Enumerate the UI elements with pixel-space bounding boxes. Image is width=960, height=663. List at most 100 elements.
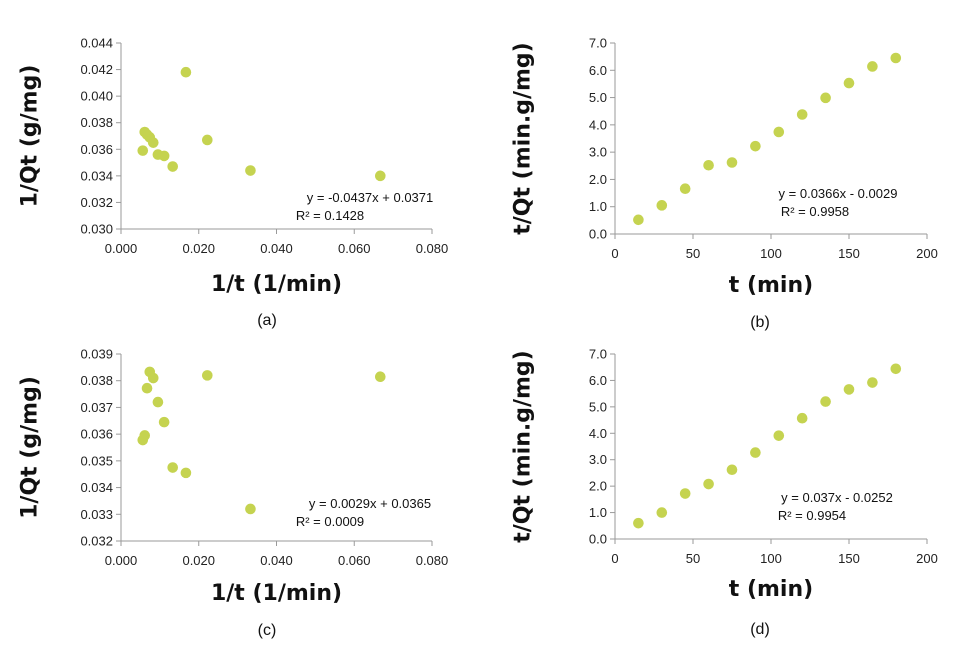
y-tick-label: 6.0 [589,63,607,78]
data-point [245,503,256,515]
y-tick-label: 5.0 [589,399,607,414]
x-tick-label: 150 [838,551,860,566]
x-tick-label: 0.060 [338,553,371,568]
x-tick-label: 0 [611,551,618,566]
data-point [144,366,156,378]
x-axis-title: 1/t (1/min) [211,272,342,297]
data-point [141,382,153,394]
data-point [158,416,170,428]
data-point [180,467,192,479]
data-point [656,507,668,518]
y-tick-label: 0.040 [80,89,113,104]
data-point [796,412,808,424]
y-tick-label: 4.0 [589,426,607,441]
trendline-equation: y = 0.037x - 0.0252 [781,490,893,505]
data-point [820,396,831,407]
panel-label: (a) [257,312,277,329]
data-point [890,363,902,375]
y-tick-label: 5.0 [589,90,607,105]
data-point [679,488,691,499]
r-squared-label: R² = 0.9958 [781,204,849,219]
data-point [679,183,691,195]
x-tick-label: 200 [916,246,938,261]
data-point [843,384,855,395]
data-point [773,126,785,138]
r-squared-label: R² = 0.9954 [778,508,846,523]
r-squared-label: R² = 0.1428 [296,208,364,223]
x-tick-label: 0.080 [416,553,449,568]
y-tick-label: 7.0 [589,36,607,51]
x-tick-label: 0.000 [105,553,138,568]
y-axis-title: t/Qt (min.g/mg) [511,350,536,542]
y-tick-label: 0.036 [80,427,113,442]
data-point [180,66,192,78]
data-point [167,462,179,473]
data-point [867,377,878,388]
data-point [137,145,149,156]
data-point [633,517,644,529]
y-axis-title: t/Qt (min.g/mg) [511,42,536,234]
x-tick-label: 200 [916,551,938,566]
panel-label: (b) [750,314,770,331]
y-tick-label: 0.037 [80,400,113,415]
x-tick-label: 0.080 [416,241,449,256]
data-point [703,478,714,490]
y-tick-label: 7.0 [589,347,607,362]
x-tick-label: 100 [760,551,782,566]
x-tick-label: 50 [686,551,700,566]
y-tick-label: 6.0 [589,373,607,388]
data-point [703,159,714,171]
y-tick-label: 0.032 [80,195,113,210]
y-tick-label: 0.0 [589,532,607,547]
x-axis-title: 1/t (1/min) [211,581,342,606]
chart-panel-a: 0.030 0.032 0.034 0.036 0.038 0.040 0.042 0.044… [18,36,449,330]
data-point [656,200,668,211]
y-tick-label: 0.044 [80,36,113,51]
data-point [890,52,902,64]
data-point [820,92,831,104]
x-tick-label: 50 [686,246,700,261]
y-tick-label: 0.034 [80,480,113,495]
trendline-equation: y = -0.0437x + 0.0371 [307,190,433,205]
data-point [726,157,738,168]
data-point [245,165,256,176]
x-tick-label: 0 [611,246,618,261]
data-point [374,170,386,182]
y-tick-label: 3.0 [589,145,607,160]
x-axis-title: t (min) [729,273,813,298]
trendline-equation: y = 0.0366x - 0.0029 [779,186,898,201]
trendline-equation: y = 0.0029x + 0.0365 [309,496,431,511]
y-tick-label: 2.0 [589,172,607,187]
r-squared-label: R² = 0.0009 [296,514,364,529]
data-point [202,134,213,146]
data-point [167,161,179,172]
y-tick-label: 0.030 [80,222,113,237]
x-tick-label: 0.040 [260,553,293,568]
y-tick-label: 0.0 [589,227,607,242]
x-tick-label: 100 [760,246,782,261]
y-tick-label: 0.042 [80,62,113,77]
data-point [773,430,785,441]
data-point [152,396,164,408]
x-tick-label: 0.060 [338,241,371,256]
y-tick-label: 0.032 [80,534,113,549]
data-point [137,434,149,446]
y-tick-label: 0.035 [80,453,113,468]
y-tick-label: 0.038 [80,373,113,388]
data-point [633,214,644,226]
x-tick-label: 0.000 [105,241,138,256]
x-tick-label: 0.020 [182,241,215,256]
data-point [152,149,164,160]
data-point [139,126,151,138]
data-point [796,109,808,120]
x-axis-title: t (min) [729,577,813,602]
y-tick-label: 1.0 [589,505,607,520]
y-tick-label: 0.039 [80,347,113,362]
y-tick-label: 4.0 [589,117,607,132]
data-point [374,371,386,383]
y-tick-label: 0.036 [80,142,113,157]
x-tick-label: 0.020 [182,553,215,568]
data-point [750,447,761,458]
y-axis-title: 1/Qt (g/mg) [18,65,43,208]
x-tick-label: 150 [838,246,860,261]
